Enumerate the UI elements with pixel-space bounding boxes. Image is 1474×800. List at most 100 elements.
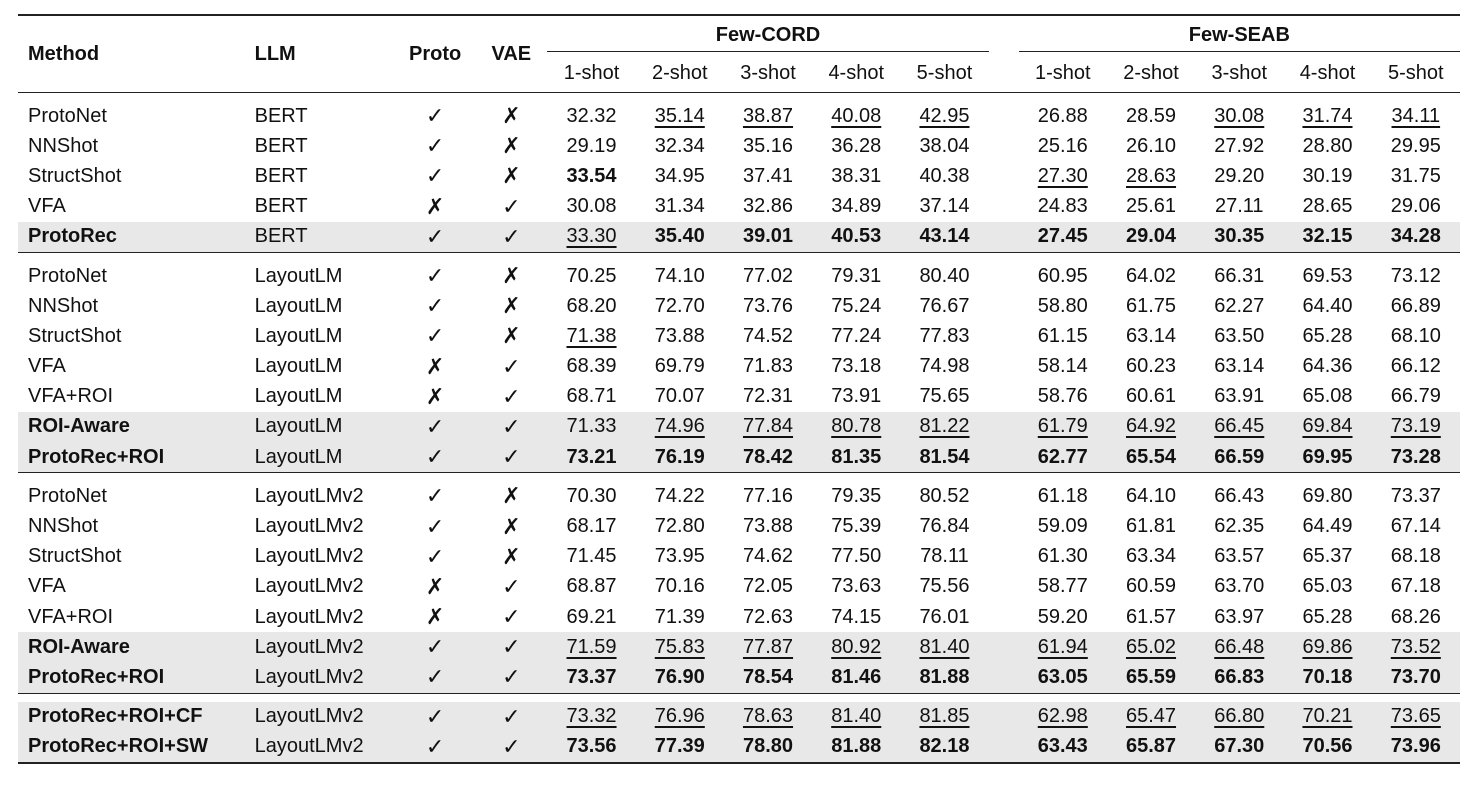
llm-cell: LayoutLMv2 <box>254 545 364 568</box>
few-seab-score-cell: 62.98 <box>1018 701 1107 732</box>
few-cord-score-cell: 35.16 <box>724 131 812 161</box>
few-seab-score-cell: 61.81 <box>1107 511 1195 541</box>
few-cord-score: 74.10 <box>654 264 705 287</box>
few-cord-score-cell: 74.10 <box>636 261 724 291</box>
few-seab-score-cell: 60.59 <box>1107 572 1195 602</box>
few-cord-score: 38.87 <box>742 104 794 127</box>
few-cord-score: 68.39 <box>566 355 617 378</box>
few-seab-score-cell: 31.74 <box>1283 101 1371 131</box>
proto-check-icon: ✓ <box>425 103 445 129</box>
few-cord-score-cell: 76.90 <box>635 662 724 694</box>
few-cord-score-cell: 79.31 <box>812 261 900 291</box>
llm-cell: LayoutLMv2 <box>254 484 364 507</box>
proto-check-icon: ✓ <box>425 163 445 189</box>
few-seab-score-cell: 66.31 <box>1195 261 1283 291</box>
few-seab-score-cell: 66.48 <box>1195 632 1284 663</box>
proto-check-icon: ✓ <box>395 632 476 663</box>
few-cord-score-cell: 38.04 <box>900 131 988 161</box>
few-cord-score: 77.50 <box>831 545 882 568</box>
method-cell: ProtoRec+ROI <box>18 442 245 473</box>
method-cell: ProtoNet <box>28 104 107 127</box>
few-cord-score: 79.31 <box>831 264 882 287</box>
few-cord-score: 77.84 <box>742 415 794 438</box>
few-cord-score-cell: 72.05 <box>724 572 812 602</box>
few-seab-score-cell: 66.79 <box>1372 382 1460 412</box>
vae-cross-icon: ✗ <box>502 483 521 509</box>
few-seab-score: 73.19 <box>1390 415 1441 438</box>
few-seab-score-cell: 70.21 <box>1283 701 1372 732</box>
few-seab-score: 65.28 <box>1302 605 1353 628</box>
few-cord-score: 39.01 <box>742 225 794 248</box>
few-cord-score-cell: 32.86 <box>724 192 812 222</box>
few-cord-score-cell: 74.98 <box>900 352 988 382</box>
few-seab-score: 63.34 <box>1125 545 1177 568</box>
few-cord-score-cell: 35.14 <box>636 101 724 131</box>
method-cell: ProtoRec+ROI+SW <box>18 731 245 763</box>
vae-check-icon: ✓ <box>502 193 521 219</box>
gap-cell <box>989 261 1019 291</box>
vae-check-icon: ✓ <box>475 662 548 694</box>
few-seab-score-cell: 73.12 <box>1372 261 1460 291</box>
few-cord-score-cell: 78.11 <box>900 542 988 572</box>
few-cord-score-cell: 68.17 <box>547 511 635 541</box>
few-cord-score-cell: 80.52 <box>900 481 988 511</box>
table-row: StructShot BERT ✓ ✗ 33.54 34.95 37.41 38.31 40.3… <box>18 161 1460 191</box>
few-seab-score-cell: 31.75 <box>1372 161 1460 191</box>
few-seab-score-cell: 30.19 <box>1283 161 1371 191</box>
few-cord-score-cell: 72.63 <box>724 602 812 632</box>
gap-cell <box>989 602 1019 632</box>
few-cord-score-cell: 72.80 <box>636 511 724 541</box>
method-cell: StructShot <box>28 324 122 347</box>
llm-cell: LayoutLMv2 <box>244 632 396 663</box>
gap-cell <box>989 382 1019 412</box>
few-seab-score: 32.15 <box>1302 225 1353 248</box>
few-cord-score: 73.18 <box>831 355 882 378</box>
method-cell: VFA+ROI <box>28 605 114 628</box>
few-cord-score-cell: 81.88 <box>812 731 901 763</box>
few-seab-score: 66.83 <box>1214 665 1265 688</box>
few-cord-score: 73.76 <box>742 294 794 317</box>
few-seab-score: 66.43 <box>1214 484 1265 507</box>
few-seab-score-cell: 29.20 <box>1195 161 1283 191</box>
few-seab-score: 26.10 <box>1125 134 1177 157</box>
few-seab-score-cell: 27.45 <box>1018 221 1107 253</box>
few-seab-score: 34.28 <box>1390 225 1441 248</box>
few-seab-score: 29.06 <box>1390 195 1441 218</box>
few-cord-score-cell: 68.87 <box>547 572 635 602</box>
section-rule <box>18 472 1460 482</box>
few-cord-score: 73.63 <box>831 575 882 598</box>
header-seab-shot-1: 1-shot <box>1034 61 1091 84</box>
llm-cell: LayoutLMv2 <box>254 575 364 598</box>
few-cord-score: 77.02 <box>742 264 794 287</box>
few-seab-score: 63.97 <box>1214 605 1265 628</box>
few-seab-score-cell: 58.80 <box>1019 291 1107 321</box>
few-seab-score-cell: 63.70 <box>1195 572 1283 602</box>
few-cord-score: 73.37 <box>566 665 617 688</box>
table-row: NNShot LayoutLM ✓ ✗ 68.20 72.70 73.76 75.24 76.6… <box>18 291 1460 321</box>
method-cell: StructShot <box>28 164 122 187</box>
gap-cell <box>989 101 1019 131</box>
few-seab-score-cell: 73.28 <box>1371 442 1460 473</box>
few-seab-score: 65.28 <box>1302 324 1353 347</box>
few-cord-score: 71.33 <box>566 415 617 438</box>
few-cord-score-cell: 40.08 <box>812 101 900 131</box>
few-cord-score: 81.54 <box>919 445 970 468</box>
few-seab-score-cell: 30.35 <box>1195 221 1284 253</box>
few-cord-score-cell: 34.89 <box>812 192 900 222</box>
few-cord-score-cell: 74.15 <box>812 602 900 632</box>
llm-cell: BERT <box>254 195 308 218</box>
few-seab-score-cell: 25.61 <box>1107 192 1195 222</box>
few-seab-score: 65.54 <box>1125 445 1177 468</box>
few-seab-score: 27.45 <box>1037 225 1088 248</box>
few-seab-score: 60.59 <box>1125 575 1177 598</box>
header-gap <box>988 14 1019 54</box>
section-rule <box>18 92 1460 101</box>
few-cord-score: 70.07 <box>654 385 705 408</box>
few-cord-score-cell: 78.42 <box>723 442 813 473</box>
few-seab-score-cell: 27.11 <box>1195 192 1283 222</box>
few-cord-score: 76.19 <box>654 445 705 468</box>
llm-cell: LayoutLMv2 <box>254 605 364 628</box>
few-seab-score: 70.18 <box>1302 665 1353 688</box>
few-seab-score: 65.47 <box>1125 705 1177 728</box>
few-cord-score-cell: 80.78 <box>812 411 901 443</box>
